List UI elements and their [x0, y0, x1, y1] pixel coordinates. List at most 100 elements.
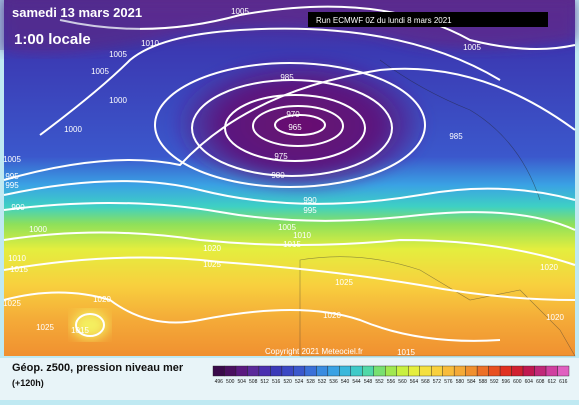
- scale-swatch: [316, 365, 329, 377]
- scale-swatch: [453, 365, 466, 377]
- isobar-label: 985: [449, 132, 463, 141]
- isobar-label: 1005: [278, 223, 296, 232]
- scale-label: 556: [387, 379, 396, 385]
- isobar-label: 1005: [109, 50, 127, 59]
- scale-label: 600: [513, 379, 522, 385]
- scale-label: 552: [375, 379, 384, 385]
- time: 1:00 locale: [14, 31, 91, 48]
- scale-label: 592: [490, 379, 499, 385]
- scale-label: 512: [261, 379, 270, 385]
- scale-swatch: [235, 365, 248, 377]
- scale-swatch: [350, 365, 363, 377]
- isobar-label: 1020: [323, 311, 341, 320]
- title-box: [0, 0, 140, 50]
- isobar-label: 1025: [36, 323, 54, 332]
- isobar-label: 995: [303, 206, 317, 215]
- scale-swatch: [270, 365, 283, 377]
- isobar-label: 995: [5, 181, 19, 190]
- isobars: [3, 5, 576, 342]
- isobar-label: 990: [303, 196, 317, 205]
- scale-swatch: [293, 365, 306, 377]
- scale-swatch: [304, 365, 317, 377]
- scale-swatch: [247, 365, 260, 377]
- scale-swatch: [212, 365, 225, 377]
- isobar-label: 1005: [463, 43, 481, 52]
- scale-label: 524: [295, 379, 304, 385]
- lead-time: (+120h): [12, 378, 44, 388]
- scale-swatch: [419, 365, 432, 377]
- scale-swatch: [511, 365, 524, 377]
- scale-swatch: [442, 365, 455, 377]
- scale-label: 564: [410, 379, 419, 385]
- isobar-label: 1010: [293, 231, 311, 240]
- scale-swatch: [258, 365, 271, 377]
- run-box: [308, 12, 548, 27]
- scale-label: 612: [548, 379, 557, 385]
- isobar-label: 1015: [10, 265, 28, 274]
- isobar-label: 1010: [8, 254, 26, 263]
- scale-label: 596: [502, 379, 511, 385]
- isobar-label: 985: [280, 73, 294, 82]
- scale-label: 528: [306, 379, 315, 385]
- scale-label: 608: [536, 379, 545, 385]
- map-background: [4, 0, 576, 357]
- isobar-label: 1020: [93, 295, 111, 304]
- legend-title: Géop. z500, pression niveau mer: [12, 362, 184, 374]
- isobar-label: 990: [11, 203, 25, 212]
- isobar-label: 1015: [397, 348, 415, 357]
- scale-label: 544: [352, 379, 361, 385]
- isobar-label: 1015: [283, 240, 301, 249]
- scale-label: 520: [283, 379, 292, 385]
- scale-label: 616: [559, 379, 568, 385]
- scale-swatch: [522, 365, 535, 377]
- isobar-label: 970: [286, 110, 300, 119]
- isobar-label: 995: [5, 172, 19, 181]
- scale-swatch: [339, 365, 352, 377]
- isobar-label: 1015: [71, 326, 89, 335]
- scale-swatch: [408, 365, 420, 377]
- scale-label: 584: [467, 379, 476, 385]
- scale-label: 496: [215, 379, 224, 385]
- isobar-label: 975: [274, 152, 288, 161]
- copyright: Copyright 2021 Meteociel.fr: [265, 347, 363, 356]
- scale-label: 572: [433, 379, 442, 385]
- scale-swatch: [224, 365, 237, 377]
- isobar-label: 1020: [546, 313, 564, 322]
- scale-label: 508: [249, 379, 258, 385]
- isobar-label: 965: [288, 123, 302, 132]
- scale-label: 580: [456, 379, 465, 385]
- legend-panel: [0, 358, 579, 400]
- scale-label: 516: [272, 379, 281, 385]
- scale-label: 504: [238, 379, 247, 385]
- scale-label: 588: [479, 379, 488, 385]
- scale-label: 604: [525, 379, 534, 385]
- scale-swatch: [373, 365, 386, 377]
- scale-label: 548: [364, 379, 373, 385]
- isobar-label: 1000: [109, 96, 127, 105]
- scale-swatch: [385, 365, 397, 377]
- scale-swatch: [465, 365, 478, 377]
- scale-swatch: [430, 365, 443, 377]
- scale-label: 576: [444, 379, 453, 385]
- scale-label: 568: [421, 379, 430, 385]
- scale-swatch: [362, 365, 374, 377]
- scale-swatch: [476, 365, 489, 377]
- scale-swatch: [534, 365, 547, 377]
- isobar-label: 1025: [3, 299, 21, 308]
- isobar-label: 1005: [231, 7, 249, 16]
- scale-swatch: [499, 365, 512, 377]
- isobar-label: 1020: [540, 263, 558, 272]
- scale-swatch: [557, 365, 570, 377]
- scale-label: 500: [226, 379, 235, 385]
- scale-label: 536: [329, 379, 338, 385]
- isobar-labels: 1005101010051005100010001005995995990100…: [3, 7, 564, 357]
- isobar-label: 1005: [3, 155, 21, 164]
- scale-swatch: [281, 365, 294, 377]
- isobar-label: 1025: [335, 278, 353, 287]
- scale-label: 540: [341, 379, 350, 385]
- isobar-label: 1005: [91, 67, 109, 76]
- date: samedi 13 mars 2021: [12, 5, 142, 20]
- scale-swatch: [327, 365, 340, 377]
- scale-label: 560: [398, 379, 407, 385]
